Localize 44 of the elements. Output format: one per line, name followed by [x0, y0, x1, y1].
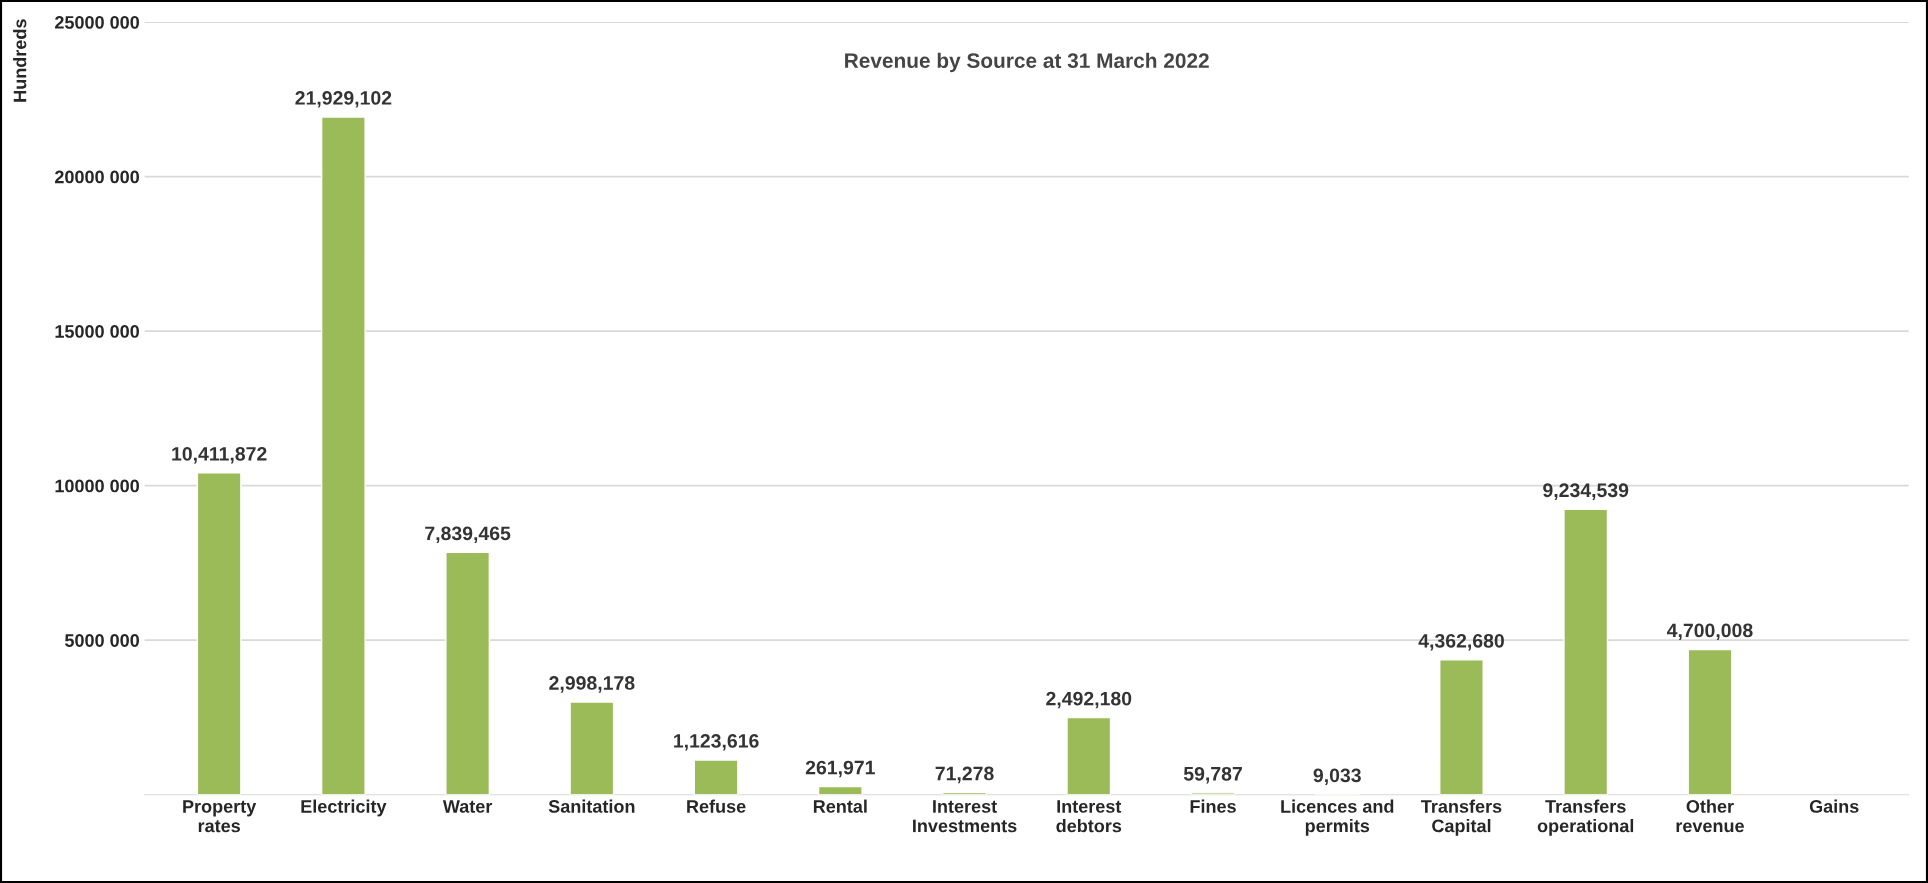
- data-label: 9,033: [1313, 768, 1361, 786]
- bar: [817, 785, 863, 795]
- data-label: 10,411,872: [172, 446, 267, 464]
- x-tick-label: Electricity: [301, 799, 387, 817]
- data-label: 59,787: [1183, 766, 1242, 784]
- data-label: 7,839,465: [425, 526, 511, 544]
- data-label: 4,362,680: [1418, 633, 1504, 651]
- y-tick-label: 5000 000: [64, 634, 140, 647]
- data-label: 261,971: [805, 760, 875, 778]
- x-tick-label: Refuse: [687, 799, 746, 813]
- x-tick-label: Property rates: [183, 800, 257, 833]
- x-tick-label: Rental: [813, 799, 867, 813]
- data-label: 21,929,102: [295, 91, 392, 108]
- y-tick-label: 25000 000: [55, 16, 140, 29]
- x-tick-label: Licences and permits: [1281, 799, 1394, 836]
- bar: [1563, 508, 1609, 795]
- bar: [1439, 659, 1484, 795]
- x-tick-label: Interest debtors: [1056, 800, 1122, 833]
- bar: [569, 701, 615, 795]
- text: Revenue by Source at 31 March 2022: [845, 52, 1209, 73]
- bar: [445, 551, 491, 795]
- y-axis-title: Hundreds: [13, 19, 27, 102]
- bar: [196, 472, 242, 795]
- x-tick-label: Sanitation: [548, 799, 635, 813]
- x-tick-label: Other revenue: [1676, 799, 1744, 833]
- data-label: 2,492,180: [1046, 691, 1132, 709]
- x-tick-label: Transfers operational: [1537, 799, 1634, 836]
- data-label: 1,123,616: [674, 734, 759, 751]
- y-tick-label: 20000 000: [55, 170, 140, 184]
- data-label: 4,700,008: [1666, 623, 1753, 641]
- bar: [320, 116, 366, 795]
- x-tick-label: Interest Investments: [913, 800, 1017, 833]
- x-tick-label: Water: [442, 800, 493, 813]
- bar: [693, 759, 739, 795]
- x-tick-label: Fines: [1190, 799, 1236, 813]
- data-label: 71,278: [935, 766, 994, 784]
- x-tick-label: Transfers Capital: [1421, 799, 1502, 836]
- y-tick-label: 15000 000: [55, 325, 140, 338]
- x-tick-label: Gains: [1809, 799, 1859, 813]
- bar: [1066, 716, 1112, 795]
- bar: [1687, 648, 1733, 795]
- data-label: 9,234,539: [1543, 483, 1629, 500]
- y-tick-label: 10000 000: [55, 479, 140, 493]
- data-label: 2,998,178: [549, 676, 635, 693]
